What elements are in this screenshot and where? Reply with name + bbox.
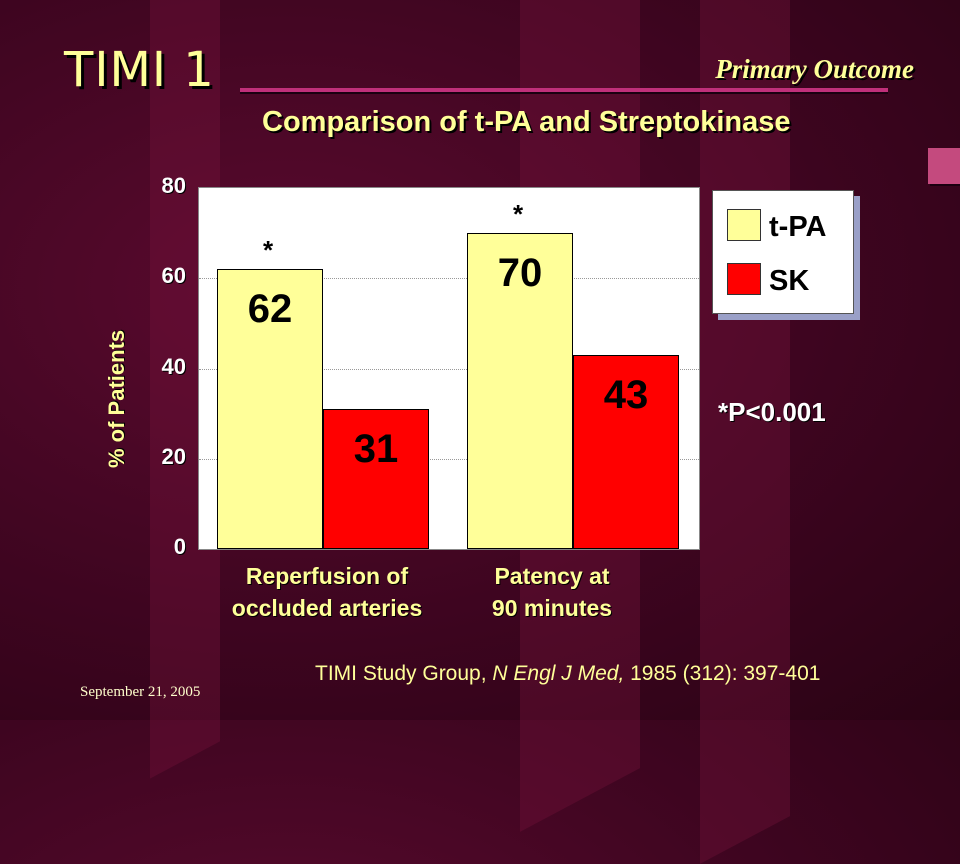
bar-t-pa-0 [217,269,323,549]
title-underline [240,88,888,92]
y-tick-label: 40 [161,353,186,379]
bar-sk-1 [573,354,679,549]
bar-sk-0 [323,409,429,549]
slide-date: September 21, 2005 [80,684,201,700]
x-category-label: Reperfusion of occluded arteries [197,560,457,624]
legend-label-tpa: t-PA [769,211,827,243]
legend-label-sk: SK [769,265,810,297]
section-heading: Primary Outcome [715,54,914,84]
y-tick-label: 20 [161,443,186,469]
gridline [199,458,699,460]
data-label: 70 [497,251,543,296]
slide-subtitle: Comparison of t-PA and Streptokinase [262,106,791,138]
citation: TIMI Study Group, N Engl J Med, 1985 (31… [315,662,820,686]
x-category-label-line: Reperfusion of [245,563,409,589]
significance-marker: * [513,199,524,230]
legend: t-PA SK [712,190,854,314]
gridline [199,278,699,280]
citation-journal: N Engl J Med, [492,662,625,685]
x-category-label-line: occluded arteries [231,595,423,621]
x-category-label: Patency at 90 minutes [452,560,652,624]
x-category-label-line: 90 minutes [491,595,613,621]
slide-title: TIMI 1 [64,42,215,98]
data-label: 43 [603,372,649,417]
y-tick-label: 80 [161,173,186,198]
y-tick-label: 0 [173,534,186,559]
y-axis-label: % of Patients [104,329,129,468]
gridline [199,368,699,370]
significance-marker: * [263,235,274,266]
legend-swatch-tpa [727,209,761,241]
plot-area: 62 * 31 70 * 43 [198,187,700,550]
y-tick-label: 60 [161,263,186,289]
p-value-note: *P<0.001 [718,397,826,427]
data-label: 31 [353,427,399,472]
legend-swatch-sk [727,263,761,295]
citation-prefix: TIMI Study Group, [315,662,493,685]
bar-t-pa-1 [467,233,573,549]
x-category-label-line: Patency at [494,563,610,589]
decorative-square [928,148,960,184]
data-label: 62 [247,287,293,332]
citation-suffix: 1985 (312): 397-401 [624,662,821,685]
